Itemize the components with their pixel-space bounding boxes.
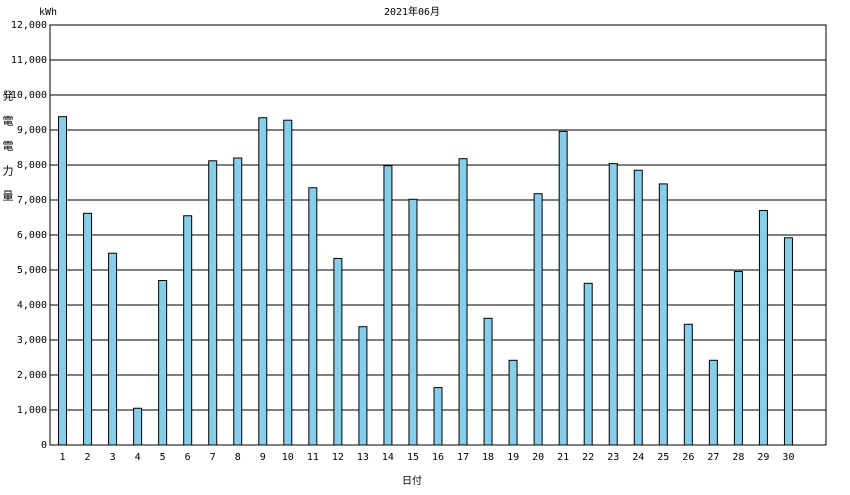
x-tick-label: 4 [135, 452, 141, 463]
y-tick-label: 8,000 [17, 160, 47, 171]
y-tick-label: 9,000 [17, 125, 47, 136]
x-tick-label: 14 [382, 452, 394, 463]
bar [208, 160, 218, 446]
y-axis-title: 発電電力量 [1, 89, 14, 215]
x-tick-label: 5 [160, 452, 166, 463]
bar [483, 317, 493, 446]
unit-label: kWh [39, 7, 57, 18]
bar [508, 359, 518, 446]
bar [408, 198, 418, 446]
y-tick-label: 1,000 [17, 405, 47, 416]
x-tick-label: 6 [185, 452, 191, 463]
bar [333, 257, 343, 446]
x-tick-label: 8 [235, 452, 241, 463]
bar [358, 326, 368, 446]
y-tick-label: 5,000 [17, 265, 47, 276]
bar [183, 215, 193, 446]
bar [283, 119, 293, 446]
bar [133, 407, 143, 446]
x-tick-label: 25 [657, 452, 669, 463]
x-tick-label: 18 [482, 452, 494, 463]
y-tick-label: 7,000 [17, 195, 47, 206]
x-tick-label: 15 [407, 452, 419, 463]
y-tick-label: 2,000 [17, 370, 47, 381]
x-tick-label: 3 [110, 452, 116, 463]
bar [433, 387, 443, 446]
bar [383, 165, 393, 446]
bar [108, 252, 118, 446]
y-tick-label: 4,000 [17, 300, 47, 311]
bar [783, 237, 793, 446]
x-tick-label: 13 [357, 452, 369, 463]
x-tick-label: 22 [582, 452, 594, 463]
x-tick-label: 17 [457, 452, 469, 463]
x-tick-label: 9 [260, 452, 266, 463]
y-tick-label: 11,000 [11, 55, 47, 66]
x-tick-label: 23 [607, 452, 619, 463]
bar [558, 130, 568, 446]
x-tick-label: 19 [507, 452, 519, 463]
y-tick-label: 10,000 [11, 90, 47, 101]
y-tick-label: 3,000 [17, 335, 47, 346]
x-tick-label: 1 [60, 452, 66, 463]
x-axis-title: 日付 [402, 474, 422, 487]
bar [608, 163, 618, 446]
bar [708, 359, 718, 446]
bar [308, 187, 318, 446]
bar [583, 282, 593, 446]
x-tick-label: 27 [707, 452, 719, 463]
x-tick-label: 28 [732, 452, 744, 463]
y-tick-label: 0 [41, 440, 47, 451]
x-tick-label: 21 [557, 452, 569, 463]
x-tick-label: 26 [682, 452, 694, 463]
bar [683, 323, 693, 446]
bar [83, 212, 93, 446]
y-tick-label: 6,000 [17, 230, 47, 241]
x-tick-label: 20 [532, 452, 544, 463]
x-tick-label: 10 [282, 452, 294, 463]
x-tick-label: 29 [757, 452, 769, 463]
x-tick-label: 2 [85, 452, 91, 463]
x-tick-label: 24 [632, 452, 644, 463]
x-tick-label: 7 [210, 452, 216, 463]
y-tick-label: 12,000 [11, 20, 47, 31]
bar [733, 270, 743, 446]
bar [633, 169, 643, 446]
bar [458, 158, 468, 446]
x-tick-label: 11 [307, 452, 319, 463]
bar [58, 116, 68, 446]
bar [758, 210, 768, 446]
x-tick-label: 16 [432, 452, 444, 463]
bar [533, 193, 543, 446]
bar [658, 183, 668, 446]
bar [158, 280, 168, 446]
bar [233, 157, 243, 446]
bar [258, 117, 268, 446]
x-tick-label: 30 [782, 452, 794, 463]
x-tick-label: 12 [332, 452, 344, 463]
chart-title: 2021年06月 [384, 5, 440, 18]
